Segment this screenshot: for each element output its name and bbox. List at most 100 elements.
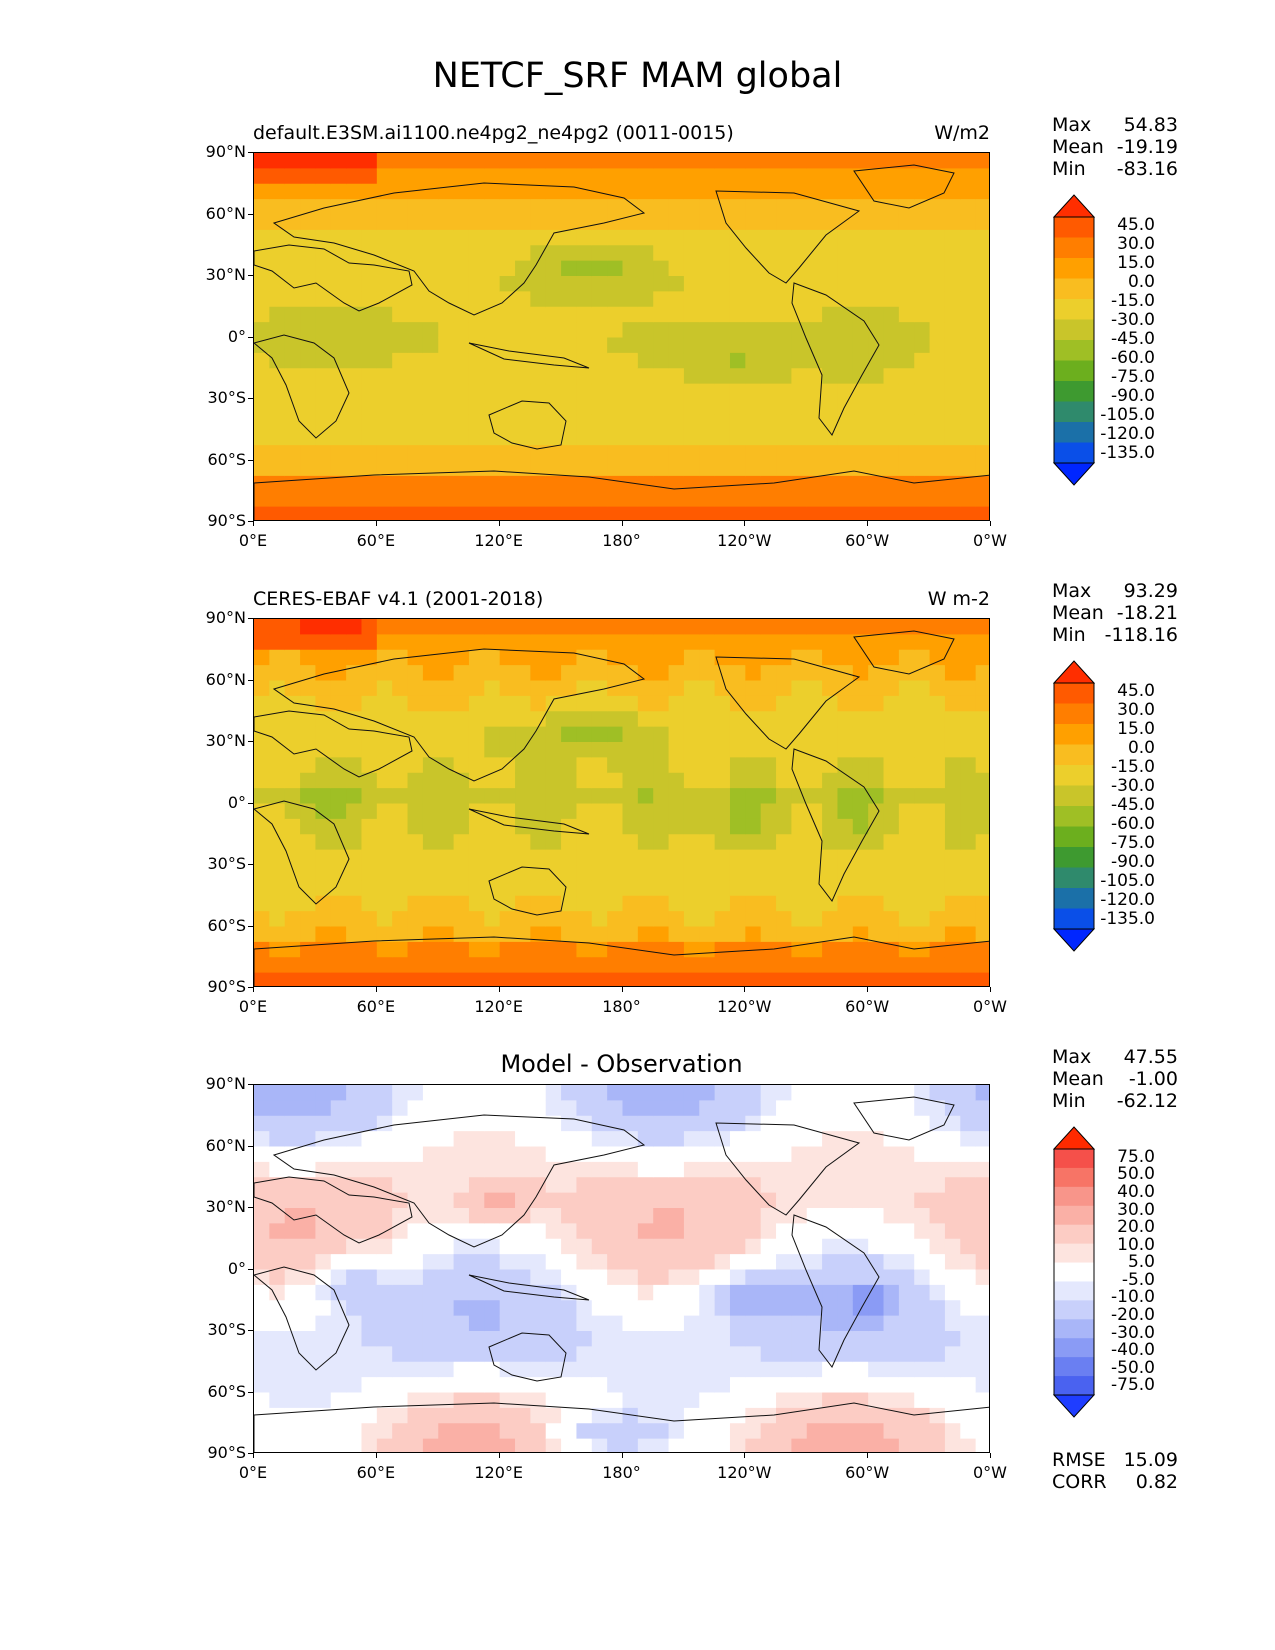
lon-tick-label: 0°W xyxy=(973,997,1007,1016)
colorbar-level-label: -10.0 xyxy=(1111,1287,1155,1308)
stat-min-value: -83.16 xyxy=(1116,158,1178,180)
stats-box: Max 93.29 Mean -18.21 Min -118.16 xyxy=(1052,580,1178,646)
lat-tick-mark xyxy=(248,802,253,804)
colorbar-level-label: 0.0 xyxy=(1127,738,1155,759)
lat-tick-mark xyxy=(248,213,253,215)
lat-tick-mark xyxy=(248,1207,253,1208)
lon-tick-label: 180° xyxy=(602,1463,641,1482)
colorbar-level-label: -135.0 xyxy=(1100,908,1155,929)
lon-tick-label: 0°E xyxy=(238,997,268,1016)
lon-tick-label: 120°E xyxy=(474,997,523,1016)
stat-mean-value: -18.21 xyxy=(1116,602,1178,624)
colorbar-level-label: -15.0 xyxy=(1111,291,1155,312)
lon-tick-mark xyxy=(253,987,254,992)
lat-tick-mark xyxy=(248,1268,253,1270)
lat-tick-mark xyxy=(248,398,253,399)
lon-tick-label: 120°E xyxy=(474,531,523,550)
stat-corr: CORR 0.82 xyxy=(1052,1471,1178,1493)
lon-tick-mark xyxy=(990,521,991,526)
stat-min-label: Min xyxy=(1052,624,1086,646)
lon-tick-label: 60°W xyxy=(845,1463,890,1482)
lon-tick-label: 60°W xyxy=(845,531,890,550)
colorbar-diff xyxy=(1053,1126,1095,1418)
stat-min: Min -83.16 xyxy=(1052,158,1178,180)
lat-tick-mark xyxy=(248,1330,253,1331)
contour-fill xyxy=(254,619,989,986)
lat-tick-label: 90°N xyxy=(205,142,246,161)
lon-tick-label: 0°E xyxy=(238,1463,268,1482)
lat-tick-mark xyxy=(248,336,253,338)
lat-tick-mark xyxy=(248,925,253,927)
stat-mean-label: Mean xyxy=(1052,1068,1104,1090)
panel-units: W m-2 xyxy=(927,588,990,610)
lon-tick-label: 60°E xyxy=(356,997,396,1016)
lon-tick-label: 120°W xyxy=(717,1463,772,1482)
lat-tick-mark xyxy=(248,618,253,619)
contour-fill xyxy=(254,153,989,520)
stats-box: Max 54.83 Mean -19.19 Min -83.16 xyxy=(1052,114,1178,180)
lat-tick-label: 90°N xyxy=(205,1074,246,1093)
contour-fill xyxy=(254,1085,989,1452)
stat-min: Min -118.16 xyxy=(1052,624,1178,646)
lat-tick-mark xyxy=(248,864,253,865)
lon-tick-mark xyxy=(621,987,623,992)
stat-mean-label: Mean xyxy=(1052,136,1104,158)
stat-mean-value: -1.00 xyxy=(1128,1068,1178,1090)
colorbar-level-label: -5.0 xyxy=(1121,1269,1155,1290)
colorbar-level-label: 30.0 xyxy=(1117,1199,1155,1220)
colorbar-level-label: -75.0 xyxy=(1111,832,1155,853)
stat-max-value: 93.29 xyxy=(1123,580,1178,602)
colorbar-level-label: 50.0 xyxy=(1117,1164,1155,1185)
lat-tick-label: 60°S xyxy=(207,915,246,935)
lon-tick-mark xyxy=(744,1453,746,1458)
lat-tick-label: 90°S xyxy=(207,977,246,996)
colorbar-level-label: -45.0 xyxy=(1111,795,1155,815)
lat-tick-mark xyxy=(248,152,253,153)
lon-tick-mark xyxy=(253,1453,254,1458)
lon-tick-label: 60°E xyxy=(356,531,396,550)
lon-tick-mark xyxy=(990,1453,991,1458)
lon-tick-mark xyxy=(990,987,991,992)
lat-tick-label: 0° xyxy=(227,1258,246,1278)
colorbar-obs xyxy=(1053,660,1095,952)
lat-tick-mark xyxy=(248,275,253,276)
lat-tick-label: 30°S xyxy=(207,1320,246,1339)
lat-tick-label: 90°S xyxy=(207,511,246,530)
stat-mean-label: Mean xyxy=(1052,602,1104,624)
map-model xyxy=(253,152,990,521)
colorbar-level-label: 15.0 xyxy=(1117,253,1155,274)
lat-tick-label: 30°N xyxy=(205,1197,246,1216)
lat-tick-label: 30°S xyxy=(207,854,246,873)
stat-min: Min -62.12 xyxy=(1052,1090,1178,1112)
lon-tick-mark xyxy=(744,987,746,992)
lat-tick-label: 90°N xyxy=(205,608,246,627)
lat-tick-mark xyxy=(248,1391,253,1393)
stat-mean: Mean -19.19 xyxy=(1052,136,1178,158)
lon-tick-label: 180° xyxy=(602,997,641,1016)
stat-max: Max 93.29 xyxy=(1052,580,1178,602)
lat-tick-label: 30°N xyxy=(205,265,246,284)
lon-tick-mark xyxy=(867,987,869,992)
lon-tick-label: 60°W xyxy=(845,997,890,1016)
lon-tick-mark xyxy=(498,1453,500,1458)
stat-rmse: RMSE 15.09 xyxy=(1052,1449,1178,1471)
lon-tick-mark xyxy=(375,521,377,526)
stats-box: Max 47.55 Mean -1.00 Min -62.12 xyxy=(1052,1046,1178,1112)
colorbar-model xyxy=(1053,194,1095,486)
lat-tick-mark xyxy=(248,1084,253,1085)
lat-tick-label: 30°S xyxy=(207,388,246,407)
lon-tick-mark xyxy=(621,1453,623,1458)
stat-corr-value: 0.82 xyxy=(1135,1471,1178,1493)
map-obs xyxy=(253,618,990,987)
lat-tick-mark xyxy=(248,679,253,681)
lat-tick-label: 60°N xyxy=(205,669,246,689)
colorbar-level-label: 15.0 xyxy=(1117,719,1155,740)
stat-max: Max 54.83 xyxy=(1052,114,1178,136)
stat-min-value: -118.16 xyxy=(1104,624,1178,646)
lat-tick-mark xyxy=(248,987,253,988)
colorbar-level-label: -135.0 xyxy=(1100,442,1155,463)
colorbar-level-label: -75.0 xyxy=(1111,1375,1155,1396)
lat-tick-label: 0° xyxy=(227,326,246,346)
panel-subtitle: default.E3SM.ai1100.ne4pg2_ne4pg2 (0011-… xyxy=(253,122,734,144)
map-field-diff xyxy=(254,1085,989,1452)
